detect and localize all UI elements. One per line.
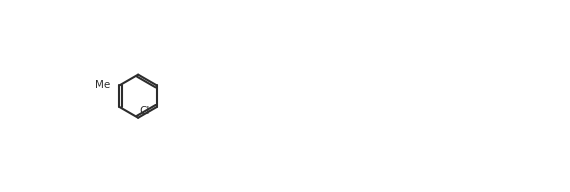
Text: Me: Me <box>95 80 110 90</box>
Text: Cl: Cl <box>140 106 150 116</box>
